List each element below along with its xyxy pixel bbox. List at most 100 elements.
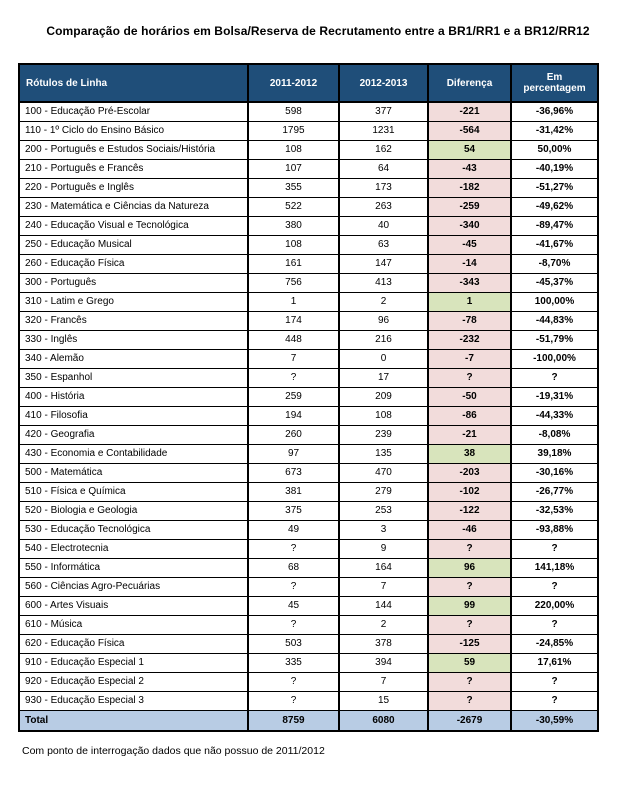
value-2012-2013: 173 — [338, 177, 429, 198]
total-row: Total 8759 6080 -2679 -30,59% — [18, 709, 599, 732]
total-2012-2013: 6080 — [338, 709, 429, 732]
pct-value: -30,16% — [510, 462, 599, 483]
pct-value: -49,62% — [510, 196, 599, 217]
pct-value: -31,42% — [510, 120, 599, 141]
diff-value: ? — [427, 576, 512, 597]
table-row: 410 - Filosofia 194 108 -86 -44,33% — [18, 405, 599, 426]
value-2012-2013: 64 — [338, 158, 429, 179]
row-label: 420 - Geografia — [18, 424, 249, 445]
table-row: 420 - Geografia 260 239 -21 -8,08% — [18, 424, 599, 445]
pct-value: -24,85% — [510, 633, 599, 654]
pct-value: 100,00% — [510, 291, 599, 312]
value-2012-2013: 377 — [338, 101, 429, 122]
diff-value: -182 — [427, 177, 512, 198]
row-label: 200 - Português e Estudos Sociais/Histór… — [18, 139, 249, 160]
value-2011-2012: 355 — [247, 177, 340, 198]
diff-value: -221 — [427, 101, 512, 122]
value-2011-2012: ? — [247, 576, 340, 597]
diff-value: 54 — [427, 139, 512, 160]
column-header-2011-2012: 2011-2012 — [247, 64, 340, 103]
value-2012-2013: 263 — [338, 196, 429, 217]
pct-value: -32,53% — [510, 500, 599, 521]
value-2012-2013: 413 — [338, 272, 429, 293]
diff-value: -564 — [427, 120, 512, 141]
value-2012-2013: 3 — [338, 519, 429, 540]
diff-value: -46 — [427, 519, 512, 540]
row-label: 930 - Educação Especial 3 — [18, 690, 249, 711]
diff-value: 96 — [427, 557, 512, 578]
value-2012-2013: 1231 — [338, 120, 429, 141]
value-2011-2012: 381 — [247, 481, 340, 502]
value-2011-2012: 174 — [247, 310, 340, 331]
diff-value: -21 — [427, 424, 512, 445]
value-2012-2013: 394 — [338, 652, 429, 673]
table-body: 100 - Educação Pré-Escolar 598 377 -221 … — [18, 101, 599, 711]
table-row: 100 - Educação Pré-Escolar 598 377 -221 … — [18, 101, 599, 122]
diff-value: 1 — [427, 291, 512, 312]
diff-value: -43 — [427, 158, 512, 179]
table-row: 430 - Economia e Contabilidade 97 135 38… — [18, 443, 599, 464]
table-row: 240 - Educação Visual e Tecnológica 380 … — [18, 215, 599, 236]
value-2011-2012: 756 — [247, 272, 340, 293]
diff-value: 99 — [427, 595, 512, 616]
diff-value: 38 — [427, 443, 512, 464]
table-row: 250 - Educação Musical 108 63 -45 -41,67… — [18, 234, 599, 255]
pct-value: ? — [510, 538, 599, 559]
value-2011-2012: 1 — [247, 291, 340, 312]
value-2012-2013: 470 — [338, 462, 429, 483]
comparison-table: Rótulos de Linha 2011-2012 2012-2013 Dif… — [18, 63, 599, 732]
table-row: 540 - Electrotecnia ? 9 ? ? — [18, 538, 599, 559]
row-label: 600 - Artes Visuais — [18, 595, 249, 616]
pct-value: -51,79% — [510, 329, 599, 350]
row-label: 260 - Educação Física — [18, 253, 249, 274]
table-row: 110 - 1º Ciclo do Ensino Básico 1795 123… — [18, 120, 599, 141]
value-2011-2012: 108 — [247, 139, 340, 160]
value-2011-2012: 49 — [247, 519, 340, 540]
value-2012-2013: 2 — [338, 291, 429, 312]
total-2011-2012: 8759 — [247, 709, 340, 732]
row-label: 410 - Filosofia — [18, 405, 249, 426]
pct-value: -44,33% — [510, 405, 599, 426]
row-label: 620 - Educação Física — [18, 633, 249, 654]
value-2012-2013: 108 — [338, 405, 429, 426]
pct-value: ? — [510, 367, 599, 388]
value-2011-2012: ? — [247, 367, 340, 388]
value-2011-2012: 260 — [247, 424, 340, 445]
row-label: 540 - Electrotecnia — [18, 538, 249, 559]
column-header-row-labels: Rótulos de Linha — [18, 64, 249, 103]
value-2012-2013: 239 — [338, 424, 429, 445]
value-2011-2012: 194 — [247, 405, 340, 426]
table-row: 340 - Alemão 7 0 -7 -100,00% — [18, 348, 599, 369]
value-2011-2012: ? — [247, 538, 340, 559]
value-2012-2013: 279 — [338, 481, 429, 502]
pct-value: 220,00% — [510, 595, 599, 616]
row-label: 500 - Matemática — [18, 462, 249, 483]
row-label: 240 - Educação Visual e Tecnológica — [18, 215, 249, 236]
table-row: 920 - Educação Especial 2 ? 7 ? ? — [18, 671, 599, 692]
pct-value: -19,31% — [510, 386, 599, 407]
pct-value: ? — [510, 671, 599, 692]
column-header-em-percentagem: Em percentagem — [510, 64, 599, 103]
diff-value: ? — [427, 538, 512, 559]
value-2012-2013: 147 — [338, 253, 429, 274]
value-2011-2012: 380 — [247, 215, 340, 236]
diff-value: -232 — [427, 329, 512, 350]
diff-value: ? — [427, 614, 512, 635]
value-2011-2012: 448 — [247, 329, 340, 350]
row-label: 530 - Educação Tecnológica — [18, 519, 249, 540]
diff-value: ? — [427, 671, 512, 692]
table-row: 260 - Educação Física 161 147 -14 -8,70% — [18, 253, 599, 274]
diff-value: -343 — [427, 272, 512, 293]
diff-value: ? — [427, 367, 512, 388]
diff-value: -45 — [427, 234, 512, 255]
value-2011-2012: ? — [247, 690, 340, 711]
row-label: 230 - Matemática e Ciências da Natureza — [18, 196, 249, 217]
row-label: 910 - Educação Especial 1 — [18, 652, 249, 673]
row-label: 400 - História — [18, 386, 249, 407]
value-2011-2012: 161 — [247, 253, 340, 274]
table-row: 610 - Música ? 2 ? ? — [18, 614, 599, 635]
value-2012-2013: 63 — [338, 234, 429, 255]
diff-value: -7 — [427, 348, 512, 369]
pct-value: -100,00% — [510, 348, 599, 369]
table-row: 930 - Educação Especial 3 ? 15 ? ? — [18, 690, 599, 711]
